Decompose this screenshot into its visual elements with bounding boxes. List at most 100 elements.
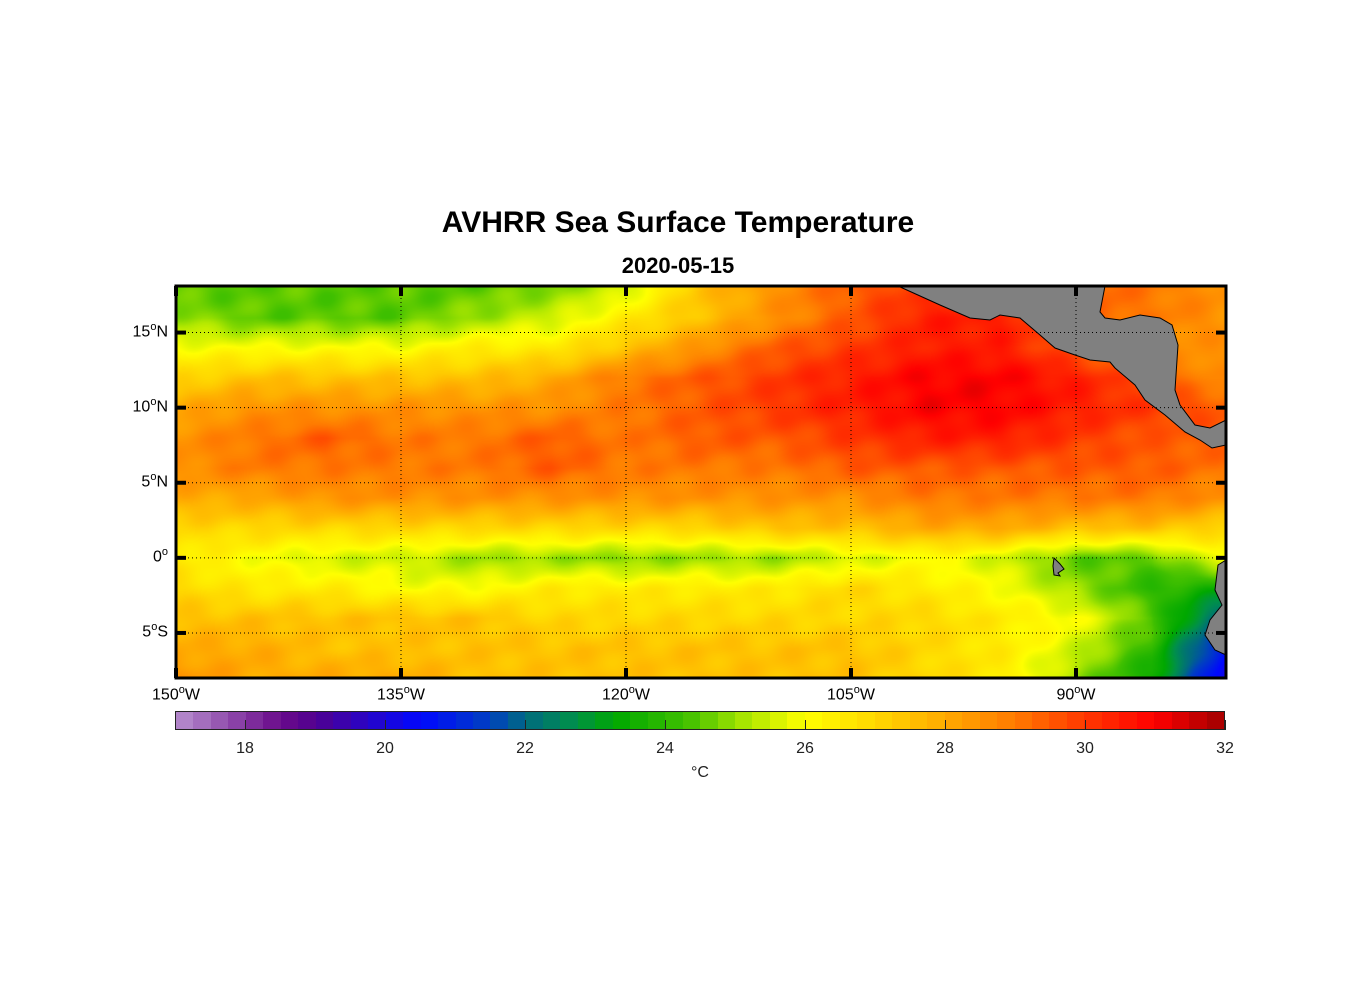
colorbar-segment xyxy=(1031,712,1050,729)
colorbar-segment xyxy=(263,712,281,729)
tick-label-part: o xyxy=(628,684,635,696)
colorbar-segment xyxy=(997,712,1015,729)
central-america-land xyxy=(897,285,1227,449)
tick-label-part: o xyxy=(150,395,157,408)
y-tick-label: 10oN xyxy=(108,396,168,416)
map-overlay xyxy=(174,284,1228,680)
colorbar-segment xyxy=(315,712,334,729)
colorbar-segment xyxy=(1136,712,1155,729)
colorbar-tick xyxy=(804,720,806,730)
figure-subtitle: 2020-05-15 xyxy=(621,253,735,278)
colorbar-segment xyxy=(647,712,666,729)
colorbar-segment xyxy=(979,712,998,729)
y-tick-label: 15oN xyxy=(108,321,168,341)
colorbar-segment xyxy=(490,712,508,729)
colorbar-segment xyxy=(752,712,770,729)
colorbar-segment xyxy=(210,712,229,729)
y-tick-label: 0o xyxy=(108,546,168,566)
colorbar-tick-label: 30 xyxy=(1076,740,1094,757)
tick-label-part: o xyxy=(150,320,157,333)
x-tick-label: 135oW xyxy=(361,684,441,704)
colorbar-segment xyxy=(368,712,386,729)
y-tick-label: 5oS xyxy=(108,621,168,641)
colorbar-segment xyxy=(577,712,596,729)
colorbar-segment xyxy=(630,712,648,729)
tick-label-part: W xyxy=(409,686,425,704)
colorbar-segment xyxy=(1014,712,1032,729)
map-panel xyxy=(174,284,1228,680)
colorbar-segment xyxy=(962,712,980,729)
colorbar-segment xyxy=(525,712,543,729)
colorbar-segment xyxy=(403,712,421,729)
colorbar-segment xyxy=(455,712,473,729)
colorbar-segment xyxy=(1171,712,1190,729)
tick-label-part: 15 xyxy=(132,322,151,340)
colorbar-tick xyxy=(244,720,246,730)
colorbar-segment xyxy=(839,712,858,729)
colorbar-tick xyxy=(664,720,666,730)
colorbar-segment xyxy=(909,712,928,729)
colorbar-segment xyxy=(892,712,910,729)
colorbar-tick xyxy=(1224,720,1226,730)
tick-label-part: o xyxy=(151,620,158,633)
tick-label-part: W xyxy=(634,686,650,704)
colorbar-segment xyxy=(333,712,351,729)
colorbar-segment xyxy=(420,712,439,729)
colorbar-segment xyxy=(193,712,211,729)
tick-label-part: 0 xyxy=(152,548,162,566)
colorbar-segment xyxy=(682,712,701,729)
colorbar-segment xyxy=(787,712,805,729)
landmass xyxy=(897,285,1227,656)
tick-label-part: N xyxy=(156,397,168,415)
colorbar-segment xyxy=(542,712,561,729)
colorbar-segment xyxy=(228,712,246,729)
colorbar-segment xyxy=(280,712,299,729)
colorbar-segment xyxy=(735,712,753,729)
tick-label-part: 105 xyxy=(827,686,854,704)
colorbar-segment xyxy=(857,712,875,729)
colorbar-tick xyxy=(944,720,946,730)
colorbar-segment xyxy=(472,712,491,729)
tick-label-part: 135 xyxy=(377,686,404,704)
tick-label-part: 5 xyxy=(142,623,152,641)
tick-label-part: o xyxy=(853,684,860,696)
colorbar-tick-label: 28 xyxy=(936,740,954,757)
x-tick-label: 150oW xyxy=(136,684,216,704)
tick-label-part: W xyxy=(859,686,875,704)
colorbar-segment xyxy=(298,712,316,729)
colorbar-tick xyxy=(524,720,526,730)
y-tick-label: 5oN xyxy=(108,471,168,491)
south-america-land xyxy=(1204,559,1227,656)
colorbar-segment xyxy=(700,712,718,729)
x-tick-label: 90oW xyxy=(1036,684,1116,704)
graticule xyxy=(176,286,1226,678)
colorbar-segment xyxy=(804,712,823,729)
tick-label-part: W xyxy=(1080,686,1096,704)
colorbar-tick xyxy=(1084,720,1086,730)
tick-label-part: N xyxy=(156,473,168,491)
frame-ticks xyxy=(174,286,1226,678)
colorbar-segment xyxy=(438,712,456,729)
tick-label-part: o xyxy=(1074,684,1081,696)
tick-label-part: 5 xyxy=(141,473,151,491)
colorbar-segment xyxy=(507,712,526,729)
colorbar-tick-label: 18 xyxy=(236,740,254,757)
colorbar-segment xyxy=(874,712,893,729)
colorbar-segment xyxy=(1101,712,1120,729)
colorbar-segment xyxy=(665,712,683,729)
colorbar-segment xyxy=(717,712,735,729)
tick-label-part: o xyxy=(403,684,410,696)
colorbar-segment xyxy=(1049,712,1067,729)
tick-label-part: 10 xyxy=(132,397,151,415)
colorbar-tick xyxy=(384,720,386,730)
tick-label-part: o xyxy=(178,684,185,696)
tick-label-part: N xyxy=(156,322,168,340)
colorbar xyxy=(175,711,1225,730)
tick-label-part: 150 xyxy=(152,686,179,704)
colorbar-tick-label: 32 xyxy=(1216,740,1234,757)
colorbar-segment xyxy=(350,712,369,729)
colorbar-segment xyxy=(927,712,945,729)
tick-label-part: S xyxy=(157,623,168,641)
figure-title: AVHRR Sea Surface Temperature xyxy=(441,206,915,239)
x-tick-label: 105oW xyxy=(811,684,891,704)
